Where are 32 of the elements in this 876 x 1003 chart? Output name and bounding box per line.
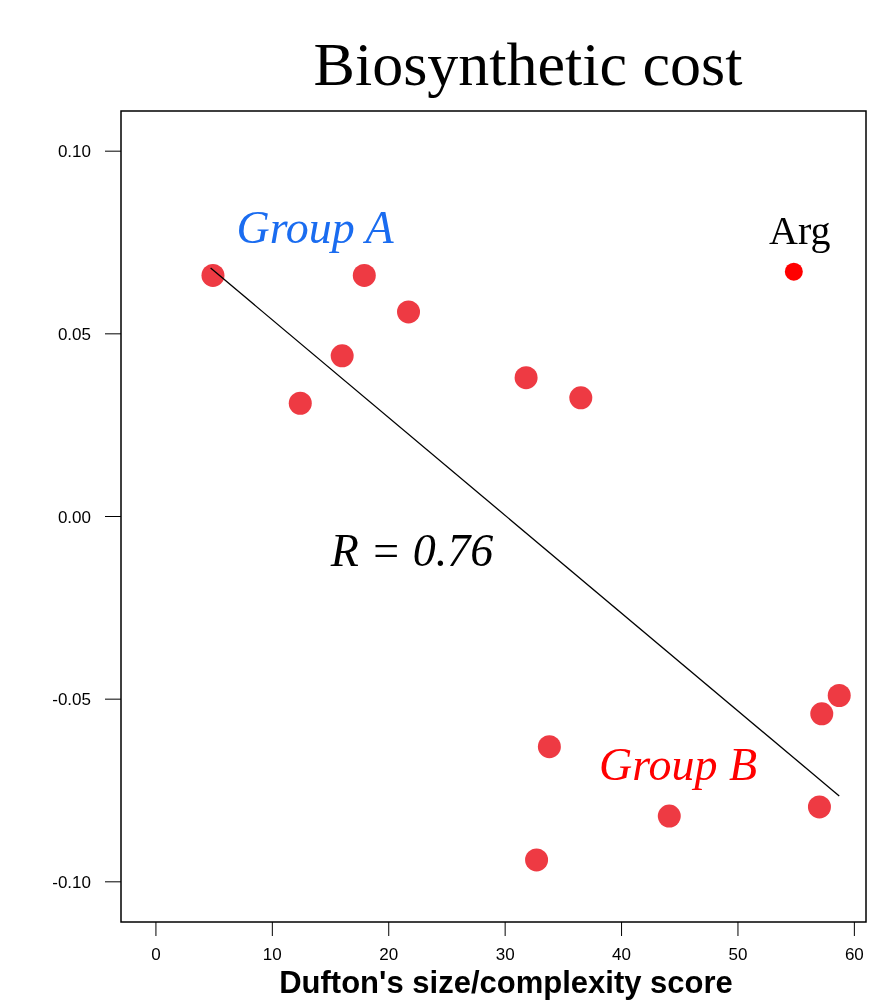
point (352, 263, 376, 287)
point (807, 795, 831, 819)
chart-title: Biosynthetic cost (313, 30, 743, 98)
point (201, 263, 225, 287)
y-tick-label: 0.10 (57, 142, 91, 162)
x-tick-label: 10 (262, 945, 282, 964)
series-label: Arg (769, 207, 831, 253)
point (397, 300, 421, 324)
point (537, 735, 561, 759)
point (525, 848, 549, 872)
annotation: Group A (236, 202, 395, 253)
x-tick-label: 0 (151, 945, 161, 964)
x-tick-label: 30 (495, 945, 515, 964)
point (657, 804, 681, 828)
point (569, 386, 593, 410)
x-tick-label: 40 (612, 945, 632, 964)
y-tick-label: 0.00 (57, 507, 91, 527)
point (827, 684, 851, 708)
point (514, 366, 538, 390)
x-axis-title: Dufton's size/complexity score (279, 965, 733, 1000)
annotation: Group B (598, 739, 758, 790)
x-tick-label: 20 (379, 945, 399, 964)
point (810, 702, 834, 726)
point (288, 391, 312, 415)
y-tick-label: -0.10 (52, 872, 91, 892)
point (330, 344, 354, 368)
x-tick-label: 50 (728, 945, 748, 964)
point (784, 262, 803, 281)
y-tick-label: -0.05 (52, 690, 91, 710)
x-tick-label: 60 (844, 945, 864, 964)
annotation: R = 0.76 (329, 525, 494, 576)
y-tick-label: 0.05 (57, 324, 91, 344)
